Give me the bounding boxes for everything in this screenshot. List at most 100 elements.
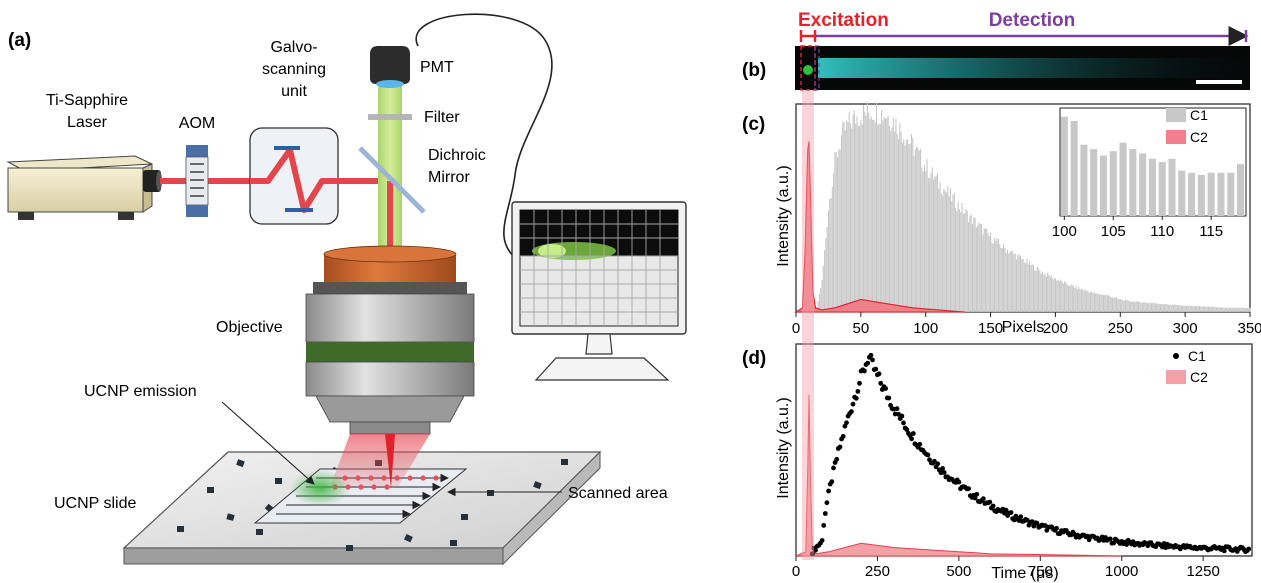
inset-xtick-label: 115 (1199, 223, 1223, 240)
chart-c-xlabel: Pixels (1002, 319, 1045, 336)
c1-bar (1018, 254, 1020, 312)
c1-bar (1219, 307, 1221, 312)
c1-bar (862, 104, 865, 312)
c1-bar (831, 186, 833, 312)
c1-bar (1202, 306, 1204, 312)
inset-bar (1099, 155, 1108, 216)
c1-bar (1016, 259, 1018, 312)
c1-bar (982, 234, 984, 312)
c1-point (873, 366, 879, 372)
chart-d-xtick-label: 500 (946, 563, 971, 580)
c1-bar (1137, 301, 1140, 312)
ucnp-emission-arrow (221, 401, 315, 485)
inset-bar (1080, 144, 1088, 216)
c1-point (831, 465, 836, 471)
c1-bar (1036, 266, 1038, 312)
chart-d-xtick-label: 1250 (1186, 563, 1219, 580)
c1-point (1111, 540, 1116, 546)
laser-label-line1: Ti-Sapphire (46, 92, 128, 109)
inset-bar (1070, 120, 1078, 216)
c1-bar (1117, 298, 1119, 312)
c1-bar (1240, 307, 1242, 312)
chart-c-legend: C1 C2 (1166, 107, 1208, 145)
c1-bar (1147, 303, 1149, 312)
c1-point (909, 436, 914, 442)
c1-point (865, 360, 871, 366)
c1-bar (1223, 307, 1225, 312)
dichroic-label-line2: Mirror (428, 169, 470, 186)
c1-bar (948, 196, 950, 312)
c1-bar (844, 130, 846, 312)
c1-bar (820, 288, 822, 312)
c1-point (1018, 514, 1024, 520)
c1-bar (1207, 306, 1210, 312)
c1-bar (938, 188, 940, 312)
c1-bar (1004, 247, 1006, 312)
c1-bar (833, 172, 835, 312)
c1-bar (896, 133, 898, 312)
c1-bar (1171, 304, 1173, 312)
fiber-cable (415, 13, 553, 263)
c1-bar (1196, 305, 1198, 312)
c1-bar (1220, 307, 1223, 312)
c1-point (980, 496, 986, 502)
c1-bar (1143, 302, 1145, 312)
inset-bar (1158, 162, 1166, 216)
c1-bar (1101, 295, 1103, 312)
inset-bar (1227, 172, 1235, 216)
c1-bar (859, 125, 861, 312)
panel-d-label: (d) (742, 348, 766, 369)
c1-bar (991, 243, 993, 312)
c1-bar (818, 293, 820, 312)
c1-bar (935, 175, 937, 312)
c1-bar (953, 193, 955, 312)
chart-d-xtick-label: 1000 (1105, 563, 1138, 580)
c1-bar (874, 122, 876, 313)
panel-a: (a) Ti-Sapphire Laser AOM (6, 13, 687, 566)
c1-bar (1080, 288, 1082, 312)
c1-bar (916, 146, 918, 312)
c1-point (824, 500, 830, 506)
c1-bar (913, 155, 915, 312)
c1-bar (864, 111, 866, 312)
c1-bar (1113, 297, 1115, 312)
c1-bar (1169, 304, 1171, 312)
c1-bar (873, 119, 875, 312)
c1-bar (1191, 305, 1193, 312)
c1-bar (1134, 302, 1136, 312)
c1-point (910, 431, 916, 436)
c1-bar (851, 128, 853, 312)
c1-bar (918, 150, 920, 312)
c1-bar (872, 119, 874, 312)
c1-point (853, 395, 859, 401)
c1-bar (1052, 279, 1054, 312)
c1-bar (1026, 259, 1028, 312)
c1-bar (1099, 294, 1101, 312)
c1-bar (1204, 306, 1206, 312)
c1-bar (1132, 301, 1134, 312)
c1-bar (1211, 306, 1213, 312)
c1-bar (1246, 307, 1249, 312)
c1-bar (1159, 304, 1162, 312)
c1-bar (993, 238, 996, 312)
c1-bar (1054, 278, 1057, 312)
c1-bar (921, 167, 923, 312)
c1-bar (1045, 276, 1047, 312)
c1-bar (1027, 264, 1029, 312)
chart-c-xtick-label: 350 (1237, 320, 1261, 337)
c1-bar (960, 212, 962, 312)
c1-bar (990, 232, 992, 312)
c1-bar (1030, 265, 1032, 312)
c1-bar (840, 135, 842, 312)
c1-bar (1210, 306, 1212, 312)
inset-bar (1207, 172, 1215, 216)
c1-bar (984, 228, 986, 312)
c1-bar (1214, 307, 1216, 312)
c1-bar (1213, 306, 1215, 312)
c1-bar (987, 233, 989, 312)
c1-bar (966, 210, 968, 312)
c1-bar (835, 152, 837, 312)
aom-label: AOM (179, 115, 215, 132)
panel-c: (c) 0 50 100 150 200 250 300 350 100 105 110 115 In… (742, 101, 1261, 337)
